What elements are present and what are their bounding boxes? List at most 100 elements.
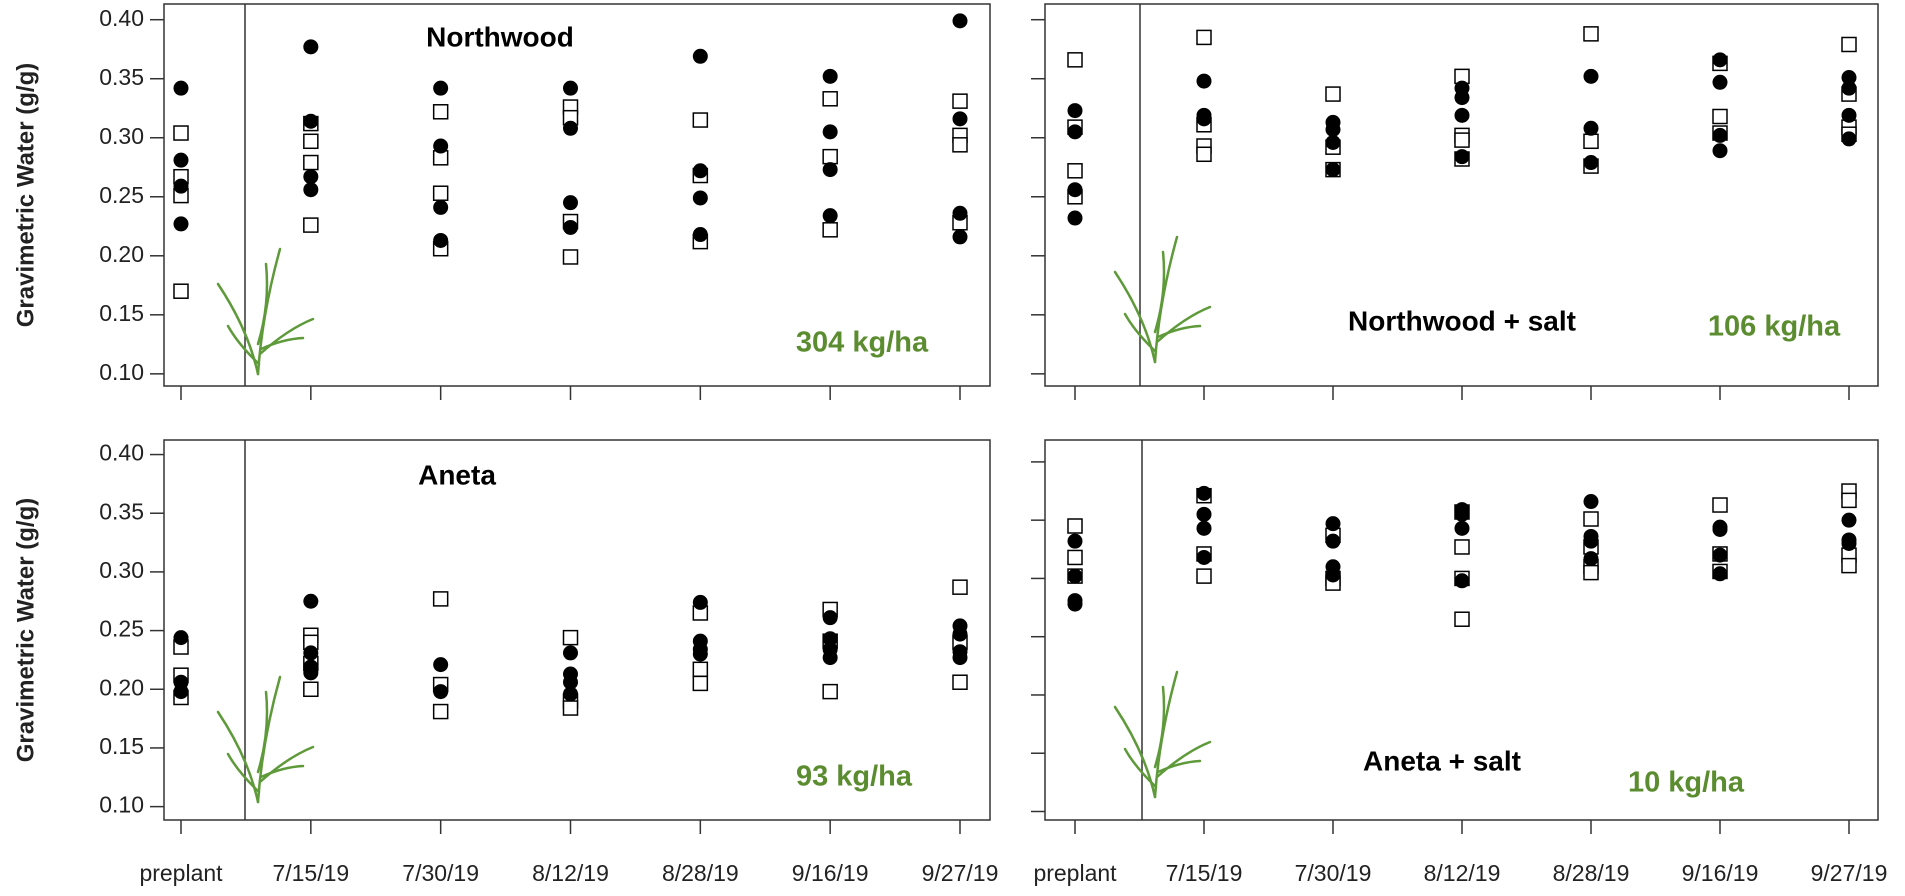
panel: 0.10 0.15 0.20 0.25 0.30 0.35 0.40 Northwood 304… xyxy=(12,3,991,400)
circle-point xyxy=(692,190,708,206)
plant-leaf xyxy=(226,324,261,366)
circle-point xyxy=(1067,568,1083,584)
square-point xyxy=(1583,133,1599,150)
square-point xyxy=(952,93,968,109)
x-tick-label: 7/30/19 xyxy=(1295,860,1372,886)
circle-point xyxy=(173,80,189,96)
circle-point xyxy=(692,646,708,662)
x-tick-label: 8/28/19 xyxy=(662,860,739,886)
panel: preplant 7/15/19 7/30/19 8/12/19 8/28/19 9/16… xyxy=(1031,439,1888,886)
plant-leaf xyxy=(1113,270,1157,364)
plant-leaf xyxy=(258,745,315,784)
circle-point xyxy=(303,645,319,661)
circle-point xyxy=(1712,52,1728,68)
x-tick-label: 9/16/19 xyxy=(792,860,869,886)
circle-point xyxy=(952,111,968,127)
x-tick-label: preplant xyxy=(139,860,223,886)
square-point xyxy=(432,185,449,201)
panel: 0.10 0.15 0.20 0.25 0.30 0.35 0.40 preplant 7/15… xyxy=(12,439,998,886)
circle-point xyxy=(692,163,708,179)
annotation: 106 kg/ha xyxy=(1708,311,1841,343)
circle-point xyxy=(1454,573,1470,589)
x-tick-label: 9/27/19 xyxy=(1811,860,1888,886)
x-tick-label: 8/28/19 xyxy=(1553,860,1630,886)
circle-point xyxy=(433,657,449,673)
panel-title: Aneta xyxy=(418,459,496,490)
square-point xyxy=(432,703,449,720)
panel-title: Northwood + salt xyxy=(1348,305,1576,336)
square-point xyxy=(562,629,579,646)
square-point xyxy=(303,154,319,171)
circle-point xyxy=(1325,567,1341,583)
circle-point xyxy=(692,594,708,610)
circle-point xyxy=(822,124,838,140)
y-tick-label: 0.20 xyxy=(99,674,144,700)
x-tick-label: 7/15/19 xyxy=(272,860,349,886)
plant-leaf xyxy=(258,317,315,356)
circle-point xyxy=(1583,533,1599,549)
plant-leaf xyxy=(256,247,282,376)
x-tick-label: 8/12/19 xyxy=(1424,860,1501,886)
circle-point xyxy=(1196,73,1212,89)
y-tick-label: 0.25 xyxy=(99,616,144,642)
square-point xyxy=(1454,132,1470,148)
square-point xyxy=(562,249,579,265)
circle-point xyxy=(822,650,838,666)
plant-leaf xyxy=(256,262,269,346)
plant-leaf xyxy=(1155,740,1212,779)
circle-point xyxy=(1067,124,1083,140)
plant-leaf xyxy=(1156,324,1202,339)
circle-point xyxy=(1841,512,1857,528)
circle-point xyxy=(1325,121,1341,137)
circle-point xyxy=(1196,506,1212,522)
circle-point xyxy=(1454,520,1470,536)
circle-point xyxy=(433,232,449,248)
circle-point xyxy=(1067,103,1083,119)
annotation: 10 kg/ha xyxy=(1628,767,1745,799)
square-point xyxy=(1067,518,1083,534)
circle-point xyxy=(563,195,578,211)
circle-point xyxy=(822,208,838,224)
circle-point xyxy=(952,205,968,221)
circle-point xyxy=(1712,566,1728,582)
panel-title: Northwood xyxy=(426,21,574,52)
circle-point xyxy=(1454,149,1470,165)
y-tick-label: 0.30 xyxy=(99,557,144,583)
circle-point xyxy=(1583,551,1599,567)
plant-leaf xyxy=(1123,747,1158,789)
plant-leaf xyxy=(1123,312,1158,354)
square-point xyxy=(1583,564,1599,581)
circle-point xyxy=(563,645,578,661)
square-point xyxy=(822,222,838,238)
square-point xyxy=(952,137,968,153)
circle-point xyxy=(952,13,968,29)
plant-leaf xyxy=(259,336,305,351)
square-point xyxy=(562,700,579,716)
circle-point xyxy=(173,684,189,700)
annotation: 93 kg/ha xyxy=(796,761,913,793)
y-axis-label: Gravimetric Water (g/g) xyxy=(12,63,39,328)
plant-leaf xyxy=(1156,759,1202,774)
circle-point xyxy=(1325,162,1341,178)
circle-point xyxy=(1841,70,1857,86)
square-point xyxy=(1841,36,1857,53)
circle-point xyxy=(1325,533,1341,549)
circle-point xyxy=(1583,68,1599,84)
square-point xyxy=(1712,108,1728,125)
circle-point xyxy=(1325,516,1341,532)
square-point xyxy=(1454,539,1470,555)
circle-point xyxy=(1067,533,1083,549)
x-tick-label: 7/15/19 xyxy=(1166,860,1243,886)
circle-point xyxy=(1712,547,1728,563)
circle-point xyxy=(1583,494,1599,510)
circle-point xyxy=(303,665,319,681)
circle-point xyxy=(822,68,838,84)
circle-point xyxy=(822,162,838,178)
plant-leaf xyxy=(216,282,260,376)
circle-point xyxy=(1583,120,1599,136)
plant-leaf xyxy=(1153,235,1179,364)
square-point xyxy=(303,133,319,150)
square-point xyxy=(952,579,968,595)
circle-point xyxy=(1325,134,1341,150)
